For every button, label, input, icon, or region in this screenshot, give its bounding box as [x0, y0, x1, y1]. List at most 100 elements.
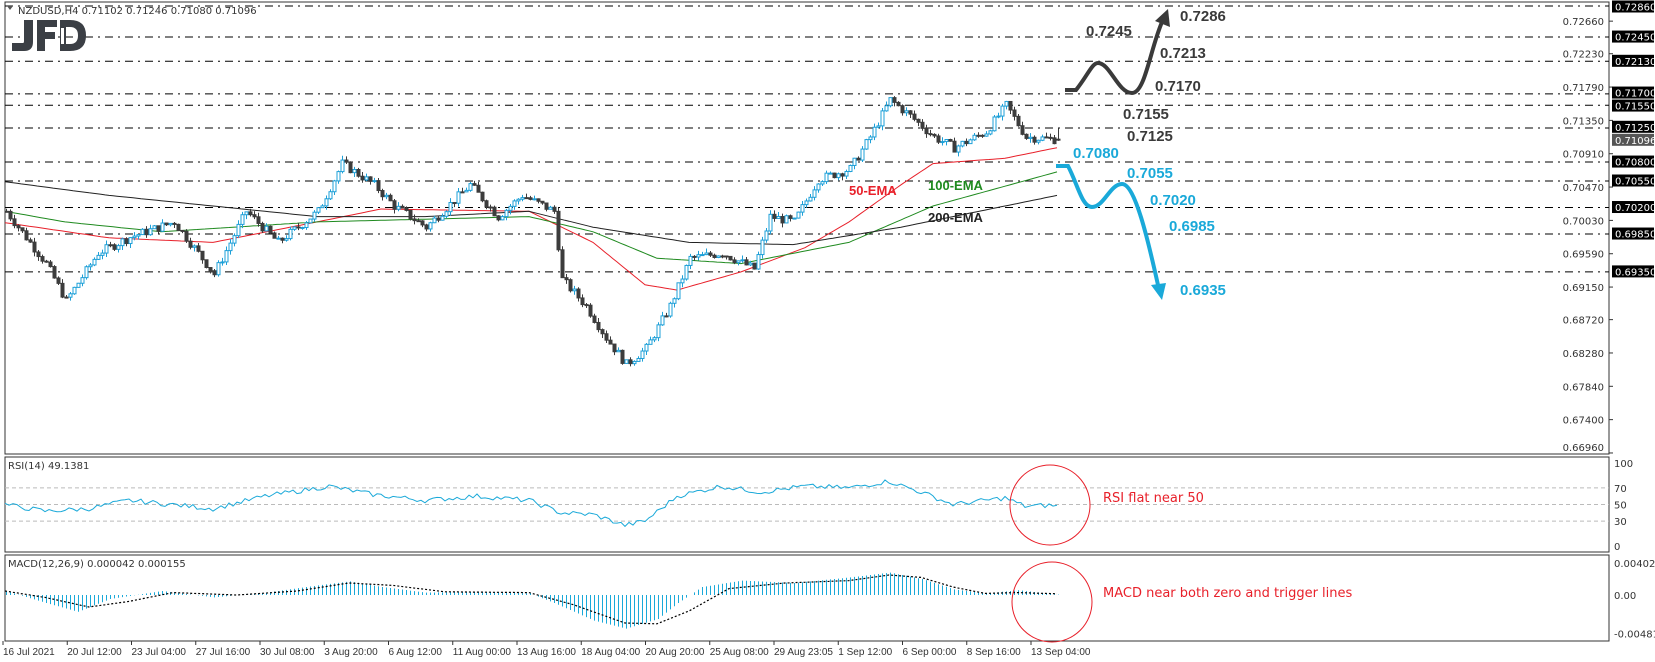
bearish-candle	[280, 237, 285, 241]
bullish-candle	[396, 205, 401, 210]
bearish-candle	[64, 296, 69, 299]
bearish-candle	[952, 140, 957, 153]
bullish-candle	[332, 180, 337, 193]
bearish-candle	[580, 297, 585, 306]
bullish-candle	[96, 254, 101, 260]
bearish-candle	[460, 191, 465, 194]
time-tick-label: 20 Aug 20:00	[646, 647, 705, 658]
current-price-label: 0.71096	[1615, 136, 1655, 147]
bearish-candle	[832, 172, 837, 179]
time-tick-label: 27 Jul 16:00	[196, 647, 251, 658]
bullish-candle	[776, 216, 781, 219]
bullish-candle	[192, 245, 197, 248]
macd-title: MACD(12,26,9) 0.000042 0.000155	[8, 559, 186, 570]
bullish-candle	[216, 262, 221, 276]
bearish-candle	[212, 270, 217, 276]
bearish-candle	[1032, 136, 1037, 143]
bullish-candle	[1040, 136, 1045, 141]
level-price-label: 0.71250	[1615, 123, 1655, 134]
bullish-candle	[572, 288, 577, 292]
bearish-candle	[928, 133, 933, 136]
time-tick-label: 29 Aug 23:05	[774, 647, 833, 658]
bearish-candle	[1016, 115, 1021, 127]
ema50-label: 50-EMA	[849, 183, 897, 198]
bearish-candle	[560, 249, 565, 279]
level-price-label: 0.69350	[1615, 267, 1655, 278]
bearish-candle	[752, 262, 757, 270]
level-label: 0.7080	[1073, 145, 1119, 162]
bullish-candle	[512, 200, 517, 207]
level-label: 0.7286	[1180, 8, 1226, 25]
bearish-candle	[728, 255, 733, 261]
bearish-candle	[196, 245, 201, 252]
ema200-label: 200-EMA	[928, 210, 984, 225]
bearish-candle	[772, 213, 777, 219]
time-tick-label: 30 Jul 08:00	[260, 647, 315, 658]
bearish-candle	[416, 220, 421, 223]
panel-frames	[4, 1, 1610, 642]
bearish-candle	[208, 267, 213, 272]
bearish-candle	[492, 206, 497, 217]
symbol-header: NZDUSD,H4 0.71102 0.71246 0.71080 0.7109…	[18, 6, 257, 17]
bearish-candle	[200, 250, 205, 261]
bullish-candle	[800, 204, 805, 213]
level-price-badge	[1612, 54, 1654, 67]
bearish-candle	[568, 279, 573, 292]
level-label: 0.7020	[1150, 192, 1196, 209]
level-price-badge	[1612, 174, 1654, 187]
bearish-candle	[720, 255, 725, 258]
bearish-candle	[4, 210, 9, 213]
bullish-candle	[688, 255, 693, 266]
bullish-candle	[336, 171, 341, 182]
price-tick-label: 0.72230	[1563, 50, 1604, 61]
bullish-candle	[644, 343, 649, 352]
time-tick-label: 18 Aug 04:00	[581, 647, 640, 658]
dropdown-icon[interactable]	[7, 6, 13, 10]
bullish-candle	[816, 183, 821, 191]
bullish-candle	[696, 254, 701, 258]
level-price-label: 0.70550	[1615, 177, 1655, 188]
bearish-candle	[612, 343, 617, 353]
time-tick-label: 6 Sep 00:00	[903, 647, 957, 658]
bearish-candle	[1024, 133, 1029, 139]
bullish-candle	[796, 211, 801, 219]
bearish-candle	[472, 183, 477, 186]
bearish-candle	[912, 113, 917, 120]
bullish-candle	[784, 215, 789, 224]
bearish-candle	[408, 209, 413, 220]
bullish-candle	[440, 215, 445, 221]
level-label: 0.7245	[1086, 23, 1132, 40]
time-tick-label: 1 Sep 12:00	[838, 647, 892, 658]
bullish-candle	[684, 264, 689, 280]
macd-annotation: MACD near both zero and trigger lines	[1103, 586, 1353, 601]
bullish-candle	[1028, 136, 1033, 139]
bullish-candle	[324, 198, 329, 207]
bearish-candle	[176, 223, 181, 231]
bearish-candle	[424, 224, 429, 230]
time-tick-label: 3 Aug 20:00	[324, 647, 378, 658]
bearish-candle	[596, 321, 601, 331]
level-price-label: 0.69850	[1615, 230, 1655, 241]
bullish-candle	[968, 139, 973, 145]
bearish-candle	[40, 256, 45, 262]
bearish-candle	[920, 121, 925, 129]
level-price-badge	[1612, 99, 1654, 112]
bearish-candle	[608, 339, 613, 345]
bullish-candle	[716, 255, 721, 258]
bullish-candle	[648, 339, 653, 345]
bullish-candle	[320, 205, 325, 209]
bearish-candle	[20, 227, 25, 232]
macd-tick-label: 0.00	[1614, 591, 1636, 602]
bullish-candle	[972, 134, 977, 141]
arrow-up-icon	[1155, 9, 1170, 27]
bullish-candle	[504, 209, 509, 218]
price-tick-label: 0.72660	[1563, 17, 1604, 28]
bearish-candle	[112, 244, 117, 250]
bearish-candle	[376, 180, 381, 192]
bullish-candle	[284, 238, 289, 241]
bearish-candle	[620, 349, 625, 364]
bearish-candle	[24, 230, 29, 241]
bullish-candle	[104, 244, 109, 254]
bearish-candle	[144, 228, 149, 236]
